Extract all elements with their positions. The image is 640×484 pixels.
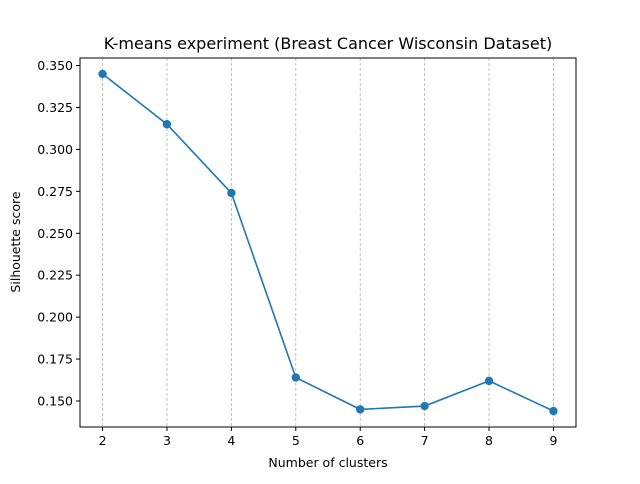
x-tick-label: 7 xyxy=(421,433,429,448)
y-tick-label: 0.175 xyxy=(37,352,73,367)
data-point xyxy=(356,405,365,414)
data-point xyxy=(484,376,494,386)
y-tick-label: 0.325 xyxy=(37,100,73,115)
data-point xyxy=(162,120,172,129)
x-tick-label: 2 xyxy=(99,433,107,448)
y-tick-label: 0.350 xyxy=(37,58,73,73)
data-point xyxy=(98,69,107,79)
x-tick-label: 6 xyxy=(356,433,364,448)
x-tick-label: 5 xyxy=(292,433,300,448)
y-tick-label: 0.300 xyxy=(37,142,73,157)
y-tick-label: 0.250 xyxy=(37,226,73,241)
series-layer xyxy=(98,69,558,416)
data-point xyxy=(549,406,558,416)
y-tick-label: 0.275 xyxy=(37,184,73,199)
data-point xyxy=(291,373,300,382)
x-tick-label: 3 xyxy=(163,433,171,448)
y-axis-ticks: 0.150 0.175 0.200 0.225 0.250 0.275 0.300 0.325… xyxy=(37,58,80,409)
data-point xyxy=(420,401,429,411)
y-tick-label: 0.150 xyxy=(37,394,73,409)
x-axis-label: Number of clusters xyxy=(268,455,387,470)
x-tick-label: 9 xyxy=(549,433,557,448)
x-tick-label: 8 xyxy=(485,433,493,448)
data-point xyxy=(227,188,236,198)
plot-frame xyxy=(79,57,577,428)
chart-title: K-means experiment (Breast Cancer Wiscon… xyxy=(104,34,552,53)
grid-lines xyxy=(102,58,554,427)
series-line xyxy=(102,73,554,412)
y-axis-label: Silhouette score xyxy=(8,191,23,292)
y-tick-label: 0.200 xyxy=(37,310,73,325)
y-tick-label: 0.225 xyxy=(37,268,73,283)
x-tick-label: 4 xyxy=(227,433,235,448)
x-axis-ticks: 2 3 4 5 6 7 8 9 xyxy=(99,427,557,448)
